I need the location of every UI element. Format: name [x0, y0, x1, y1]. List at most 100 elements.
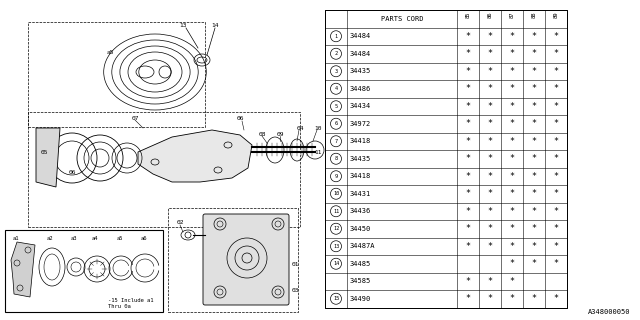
- Text: *: *: [488, 207, 493, 216]
- Text: PARTS CORD: PARTS CORD: [381, 16, 423, 22]
- Text: *: *: [509, 189, 515, 198]
- Text: 14: 14: [211, 22, 219, 28]
- Text: *: *: [509, 154, 515, 163]
- Text: 06: 06: [236, 116, 244, 121]
- Text: *: *: [509, 32, 515, 41]
- Text: *: *: [509, 49, 515, 58]
- Text: *: *: [488, 277, 493, 286]
- Text: 34418: 34418: [350, 173, 371, 179]
- Text: 08: 08: [259, 132, 266, 137]
- Text: *: *: [531, 242, 536, 251]
- Text: 06: 06: [68, 170, 76, 174]
- Text: 86: 86: [488, 11, 493, 18]
- Text: *: *: [554, 32, 559, 41]
- Text: *: *: [531, 67, 536, 76]
- Text: *: *: [488, 119, 493, 128]
- Text: 34585: 34585: [350, 278, 371, 284]
- Text: *: *: [465, 49, 470, 58]
- Text: *: *: [531, 294, 536, 303]
- Text: *: *: [531, 224, 536, 233]
- Circle shape: [330, 171, 342, 182]
- Circle shape: [330, 153, 342, 164]
- Text: 3: 3: [335, 69, 337, 74]
- Text: *: *: [531, 49, 536, 58]
- FancyBboxPatch shape: [203, 214, 289, 305]
- Circle shape: [330, 83, 342, 94]
- Text: 09: 09: [276, 132, 284, 137]
- Text: *: *: [509, 242, 515, 251]
- Text: *: *: [554, 137, 559, 146]
- Circle shape: [330, 258, 342, 269]
- Text: *: *: [531, 154, 536, 163]
- Circle shape: [330, 241, 342, 252]
- Text: *: *: [531, 207, 536, 216]
- Text: *: *: [531, 102, 536, 111]
- Text: *: *: [554, 294, 559, 303]
- Text: a5: a5: [106, 50, 114, 54]
- Text: *: *: [554, 84, 559, 93]
- Circle shape: [330, 48, 342, 59]
- Text: 34484: 34484: [350, 33, 371, 39]
- Text: 34484: 34484: [350, 51, 371, 57]
- Text: *: *: [554, 119, 559, 128]
- Text: 85: 85: [465, 11, 470, 18]
- Text: *: *: [554, 154, 559, 163]
- Text: 01: 01: [291, 262, 299, 268]
- Text: a5: a5: [116, 236, 124, 241]
- Text: a1: a1: [13, 236, 19, 241]
- Text: *: *: [465, 207, 470, 216]
- Text: *: *: [488, 84, 493, 93]
- Text: *: *: [465, 242, 470, 251]
- Text: *: *: [465, 189, 470, 198]
- Text: 7: 7: [335, 139, 337, 144]
- Text: 1: 1: [335, 34, 337, 39]
- Text: 34487A: 34487A: [350, 243, 376, 249]
- Text: *: *: [509, 172, 515, 181]
- Text: *: *: [488, 294, 493, 303]
- Circle shape: [330, 31, 342, 42]
- Polygon shape: [36, 128, 60, 187]
- Circle shape: [330, 101, 342, 112]
- Text: 4: 4: [335, 86, 337, 91]
- Text: 34485: 34485: [350, 261, 371, 267]
- Text: 8: 8: [335, 156, 337, 161]
- Circle shape: [330, 223, 342, 234]
- Text: *: *: [465, 67, 470, 76]
- Text: *: *: [531, 32, 536, 41]
- Text: *: *: [509, 119, 515, 128]
- Text: *: *: [488, 137, 493, 146]
- Text: *: *: [554, 259, 559, 268]
- Text: 34434: 34434: [350, 103, 371, 109]
- Circle shape: [330, 293, 342, 304]
- Text: 87: 87: [509, 11, 515, 18]
- Text: *: *: [554, 172, 559, 181]
- Text: 04: 04: [296, 125, 304, 131]
- Text: *: *: [488, 242, 493, 251]
- Text: *: *: [465, 84, 470, 93]
- Text: *: *: [488, 32, 493, 41]
- Circle shape: [330, 66, 342, 77]
- Text: 10: 10: [314, 125, 322, 131]
- Text: *: *: [509, 294, 515, 303]
- Text: *: *: [465, 154, 470, 163]
- Text: *: *: [488, 102, 493, 111]
- Text: *: *: [465, 294, 470, 303]
- Text: *: *: [509, 224, 515, 233]
- Polygon shape: [138, 130, 252, 182]
- Text: *: *: [509, 102, 515, 111]
- Text: 11: 11: [314, 149, 322, 155]
- Text: *: *: [465, 102, 470, 111]
- Text: 88: 88: [531, 11, 536, 18]
- Text: *: *: [509, 137, 515, 146]
- Bar: [325, 10, 567, 308]
- Text: 13: 13: [333, 244, 339, 249]
- Text: *: *: [509, 207, 515, 216]
- Text: 03: 03: [291, 287, 299, 292]
- Text: *: *: [488, 189, 493, 198]
- Text: 13: 13: [179, 22, 187, 28]
- Text: *: *: [465, 172, 470, 181]
- Text: 6: 6: [335, 121, 337, 126]
- Text: 34418: 34418: [350, 138, 371, 144]
- Text: *: *: [509, 67, 515, 76]
- Circle shape: [330, 136, 342, 147]
